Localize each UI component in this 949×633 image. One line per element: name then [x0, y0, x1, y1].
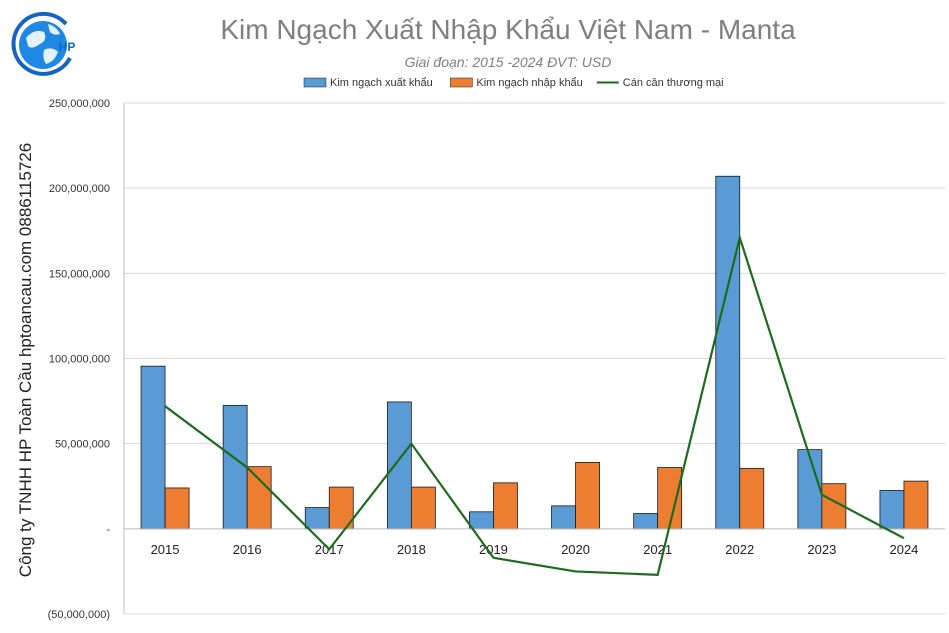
import-bar: [410, 486, 436, 530]
chart-subtitle: Giai đoạn: 2015 -2024 ĐVT: USD: [404, 54, 612, 70]
export-bar: [797, 449, 823, 530]
export-bar: [386, 401, 412, 530]
export-bar: [469, 511, 494, 530]
x-tick-label: 2022: [725, 542, 754, 557]
import-bar: [903, 480, 929, 530]
legend-entry: Kim ngạch xuất khẩu: [330, 77, 433, 89]
y-tick-label: 100,000,000: [49, 354, 110, 366]
export-bar: [879, 490, 905, 530]
legend-swatch: [303, 77, 327, 88]
export-bar: [551, 505, 576, 530]
import-bar: [493, 482, 518, 530]
export-bar: [140, 365, 166, 530]
globe-logo-icon: HP: [11, 11, 76, 76]
import-bar: [575, 462, 600, 530]
y-tick-label: 200,000,000: [49, 183, 110, 195]
y-tick-label: 250,000,000: [49, 98, 110, 110]
x-tick-label: 2020: [561, 542, 590, 557]
x-tick-label: 2024: [889, 542, 918, 557]
x-tick-label: 2016: [233, 542, 262, 557]
import-bar: [246, 466, 272, 530]
x-tick-label: 2019: [479, 542, 508, 557]
y-tick-label: -: [106, 524, 110, 536]
x-tick-label: 2018: [397, 542, 426, 557]
x-tick-label: 2021: [643, 542, 672, 557]
export-bar: [633, 513, 659, 530]
y-tick-label: 50,000,000: [55, 439, 110, 451]
export-bar: [304, 507, 330, 530]
y-tick-label: (50,000,000): [48, 609, 110, 621]
chart-title: Kim Ngạch Xuất Nhập Khẩu Việt Nam - Mant…: [220, 14, 796, 45]
import-bar: [739, 467, 765, 530]
x-tick-label: 2023: [807, 542, 836, 557]
x-tick-label: 2015: [151, 542, 180, 557]
import-bar: [657, 467, 683, 530]
y-tick-label: 150,000,000: [49, 268, 110, 280]
export-bar: [715, 175, 741, 530]
trade-balance-line: [164, 233, 905, 576]
import-bar: [164, 487, 190, 530]
legend-swatch: [450, 77, 473, 88]
logo-text: HP: [59, 40, 76, 54]
legend-entry: Cán cân thương mại: [623, 77, 724, 89]
export-bar: [222, 404, 248, 530]
legend-entry: Kim ngạch nhập khẩu: [476, 77, 582, 89]
